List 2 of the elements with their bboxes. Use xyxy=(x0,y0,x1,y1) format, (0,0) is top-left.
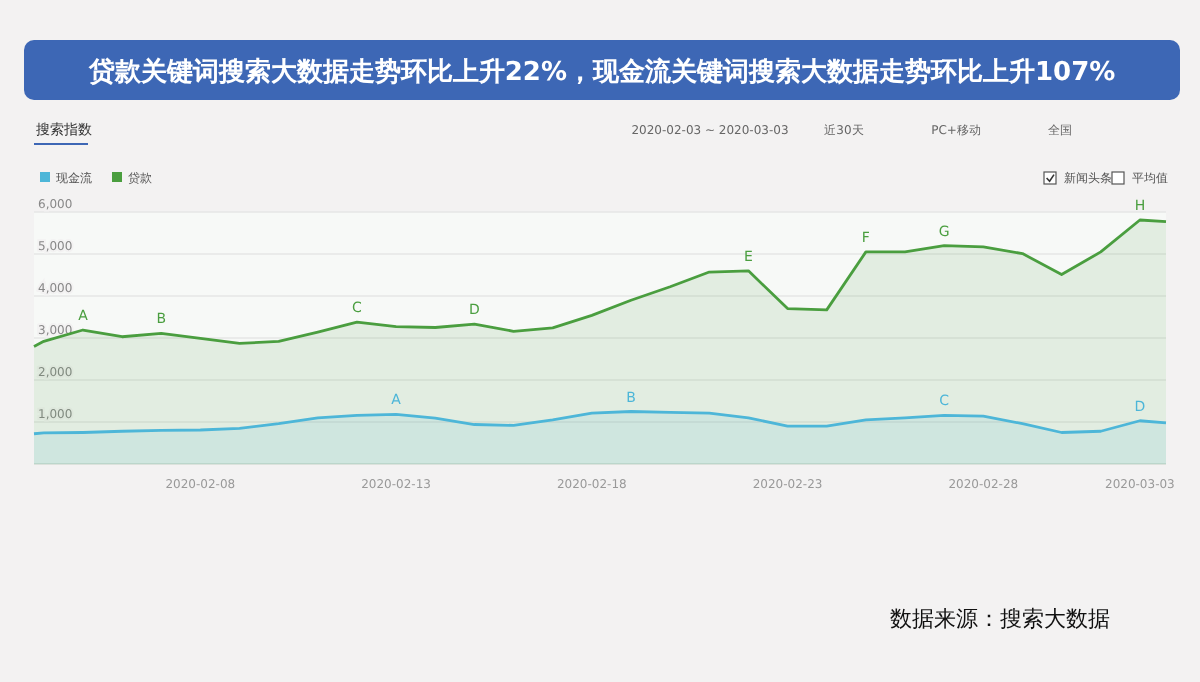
chart-title: 贷款关键词搜索大数据走势环比上升22%，现金流关键词搜索大数据走势环比上升107% xyxy=(86,56,1116,88)
source-note: 数据来源：搜索大数据 xyxy=(890,606,1110,632)
